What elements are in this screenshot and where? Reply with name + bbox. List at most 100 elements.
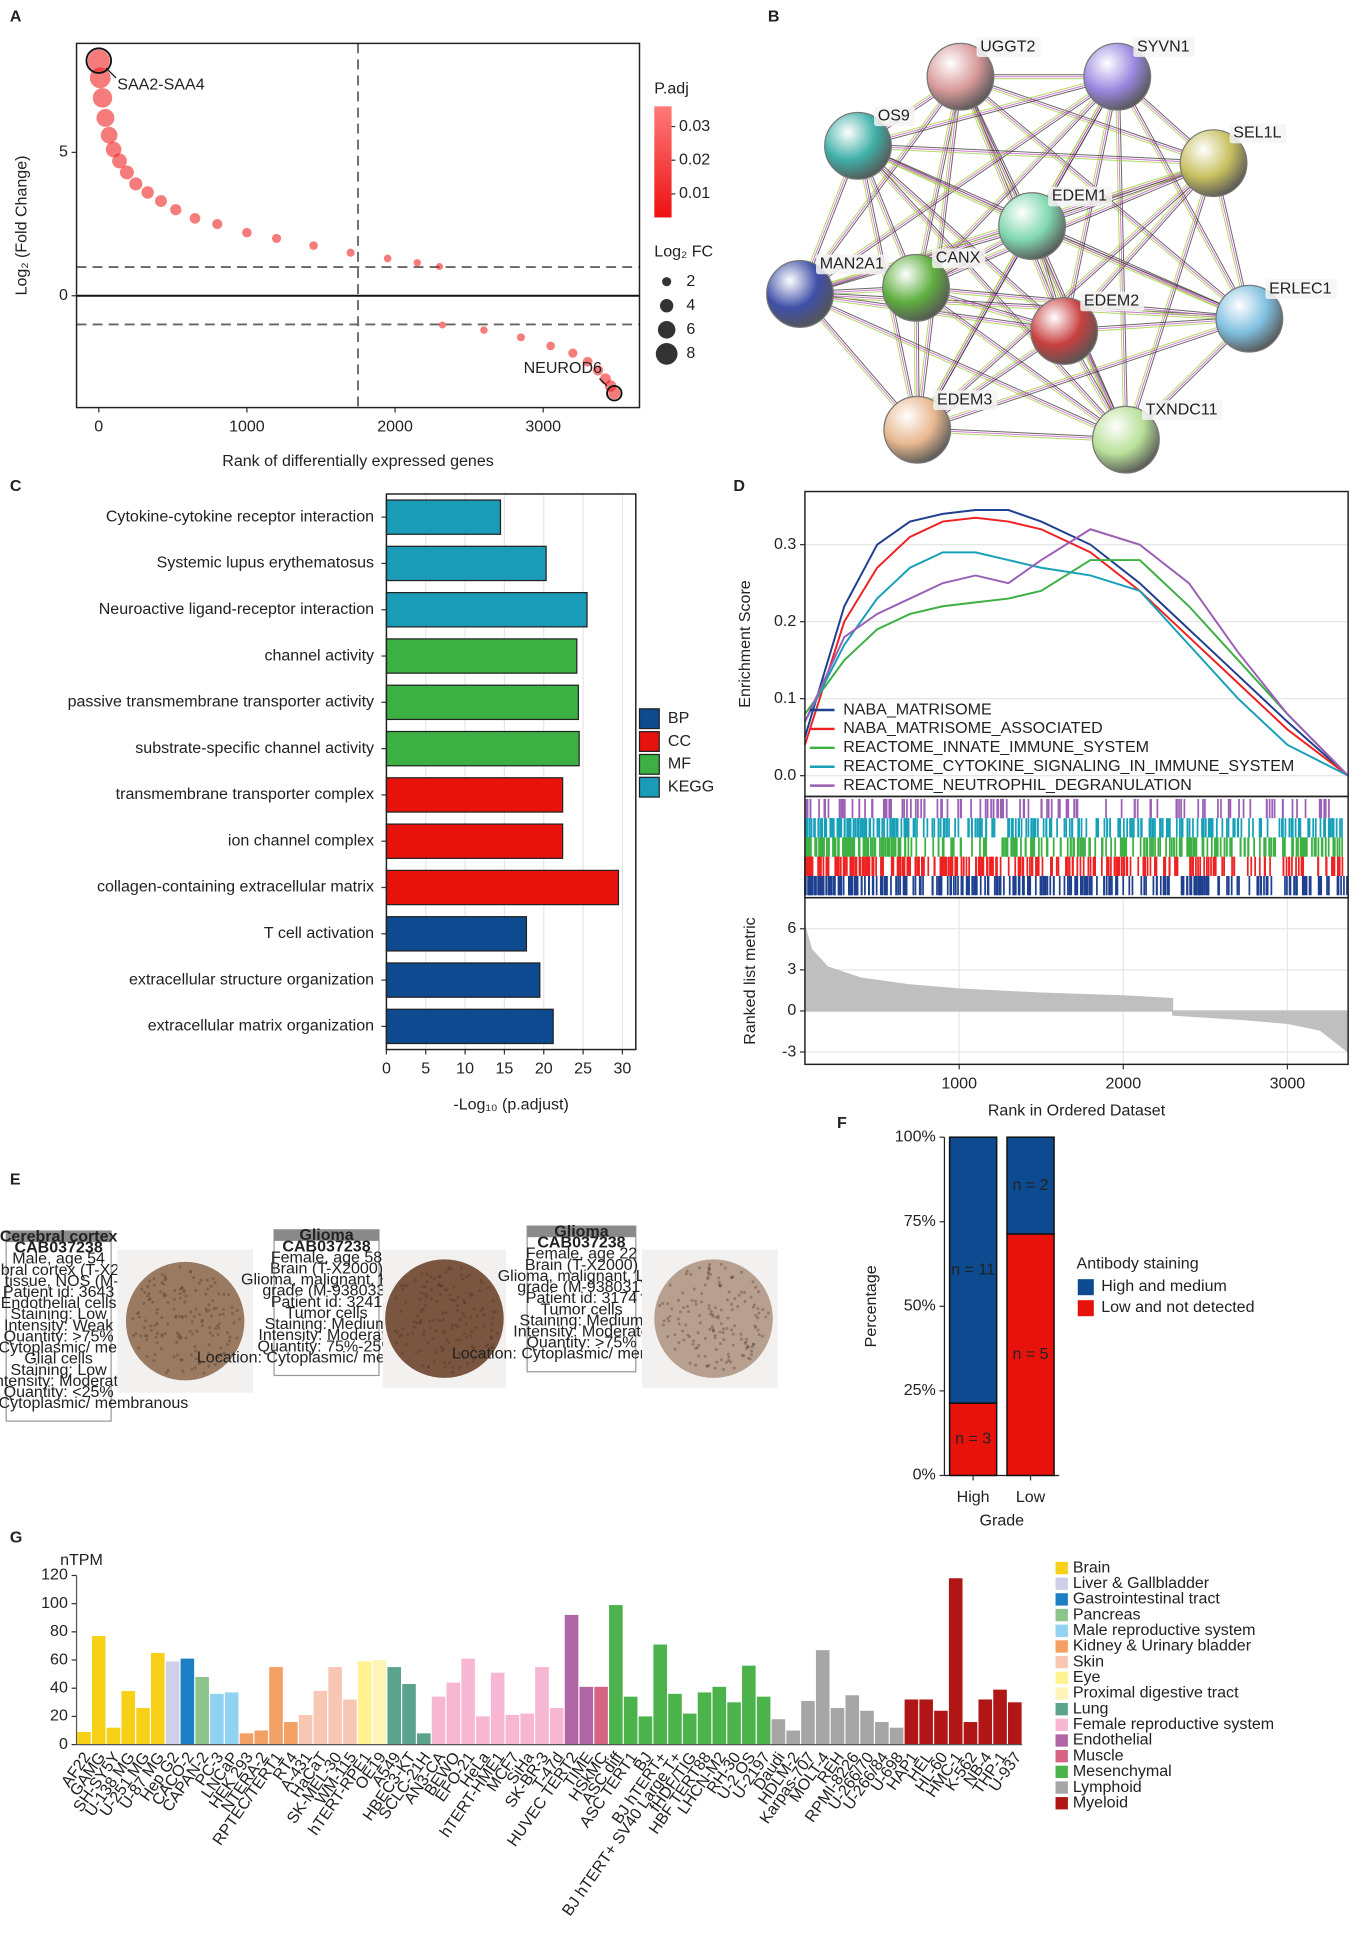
- node-label: EDEM3: [937, 390, 992, 408]
- point: [105, 141, 122, 158]
- tissue-texture: [161, 1282, 165, 1286]
- network-edge: [856, 146, 1064, 333]
- tissue-texture: [691, 1342, 695, 1346]
- network-node: [926, 42, 995, 111]
- bar: [283, 1722, 298, 1745]
- tissue-texture: [718, 1330, 722, 1334]
- tissue-texture: [462, 1300, 466, 1304]
- tissue-texture: [166, 1369, 170, 1372]
- bar: [357, 1661, 372, 1745]
- x-tick-label: 0: [94, 418, 103, 436]
- legend-label: Mesenchymal: [1073, 1762, 1172, 1780]
- tissue-texture: [713, 1336, 717, 1340]
- network-edge: [960, 74, 1215, 162]
- network-edge: [1032, 223, 1251, 318]
- tissue-texture: [399, 1333, 403, 1337]
- tissue-texture: [160, 1316, 164, 1320]
- tissue-texture: [745, 1346, 749, 1350]
- panel-letter: G: [10, 1529, 22, 1547]
- tissue-texture: [207, 1364, 211, 1368]
- card-line: Staining: Low: [11, 1305, 108, 1323]
- tissue-texture: [166, 1322, 170, 1326]
- legend-swatch: [1055, 1640, 1068, 1653]
- tissue-texture: [666, 1302, 670, 1306]
- legend-label: Skin: [1073, 1652, 1104, 1670]
- bar: [385, 777, 564, 813]
- point: [189, 213, 201, 224]
- tissue-texture: [736, 1305, 740, 1309]
- tissue-texture: [149, 1324, 153, 1328]
- tissue-texture: [159, 1290, 163, 1294]
- tissue-texture: [227, 1293, 231, 1297]
- tissue-texture: [164, 1276, 168, 1280]
- tissue-texture: [715, 1360, 719, 1364]
- tissue-texture: [708, 1263, 712, 1267]
- point: [155, 195, 167, 208]
- tissue-texture: [399, 1309, 403, 1313]
- tissue-texture: [464, 1274, 468, 1278]
- tissue-texture: [490, 1322, 494, 1326]
- bar: [343, 1699, 357, 1745]
- card-line: Tumor cells: [540, 1300, 622, 1318]
- bar: [727, 1702, 741, 1745]
- tissue-texture: [694, 1346, 698, 1350]
- bar: [136, 1707, 150, 1745]
- tissue-texture: [469, 1315, 473, 1319]
- tissue-texture: [468, 1292, 472, 1296]
- tissue-texture: [727, 1290, 731, 1294]
- legend-label: NABA_MATRISOME: [843, 700, 991, 718]
- node-label-bg: [1229, 123, 1287, 144]
- node-label: CANX: [936, 248, 981, 266]
- tissue-texture: [155, 1322, 159, 1326]
- legend-label: Brain: [1073, 1558, 1110, 1576]
- tissue-texture: [709, 1272, 713, 1276]
- card-line: Endothelial cells: [1, 1294, 117, 1312]
- tissue-texture: [419, 1320, 423, 1324]
- tissue-texture: [760, 1334, 764, 1338]
- tissue-texture: [195, 1329, 199, 1333]
- tissue-texture: [458, 1366, 462, 1370]
- tissue-texture: [703, 1337, 707, 1340]
- tissue-texture: [160, 1347, 164, 1351]
- x-tick-label: 15: [495, 1060, 513, 1078]
- bar: [609, 1605, 623, 1745]
- bar-segment: [1006, 1233, 1055, 1477]
- legend-label: Endothelial: [1073, 1731, 1152, 1749]
- bar: [815, 1650, 830, 1745]
- card-line: Staining: Low: [11, 1361, 108, 1379]
- tissue-texture: [459, 1266, 463, 1270]
- tissue-texture: [443, 1288, 447, 1292]
- bar: [638, 1716, 653, 1745]
- tissue-texture: [204, 1292, 208, 1296]
- legend-label: Proximal digestive tract: [1073, 1684, 1239, 1702]
- tissue-texture: [682, 1338, 686, 1342]
- tissue-texture: [423, 1285, 427, 1289]
- tissue-texture: [204, 1310, 208, 1313]
- tissue-texture: [730, 1302, 734, 1306]
- tissue-texture: [449, 1298, 453, 1302]
- bar: [845, 1695, 860, 1745]
- tissue-texture: [731, 1343, 735, 1347]
- x-axis-title: Grade: [980, 1511, 1025, 1529]
- tissue-texture: [700, 1292, 704, 1296]
- network-node: [1091, 405, 1160, 474]
- y-axis-title: Log₂ (Fold Change): [12, 156, 30, 296]
- tissue-texture: [443, 1331, 447, 1335]
- tissue-texture: [200, 1324, 204, 1328]
- tissue-texture: [215, 1324, 219, 1328]
- tissue-texture: [478, 1289, 481, 1293]
- tissue-texture: [713, 1306, 717, 1310]
- tissue-texture: [228, 1339, 232, 1343]
- tissue-texture: [751, 1305, 755, 1309]
- tissue-texture: [193, 1345, 197, 1349]
- network-node: [1179, 129, 1248, 198]
- node-label-bg: [816, 254, 889, 275]
- tissue-texture: [450, 1326, 454, 1330]
- bar: [385, 684, 579, 721]
- tissue-texture: [442, 1361, 446, 1365]
- y-tick-label: 6: [787, 919, 796, 937]
- tissue-texture: [219, 1352, 223, 1356]
- bar: [385, 1008, 554, 1045]
- card-line: Staining: Medium: [520, 1311, 644, 1329]
- colorbar-label: 0.03: [679, 117, 710, 135]
